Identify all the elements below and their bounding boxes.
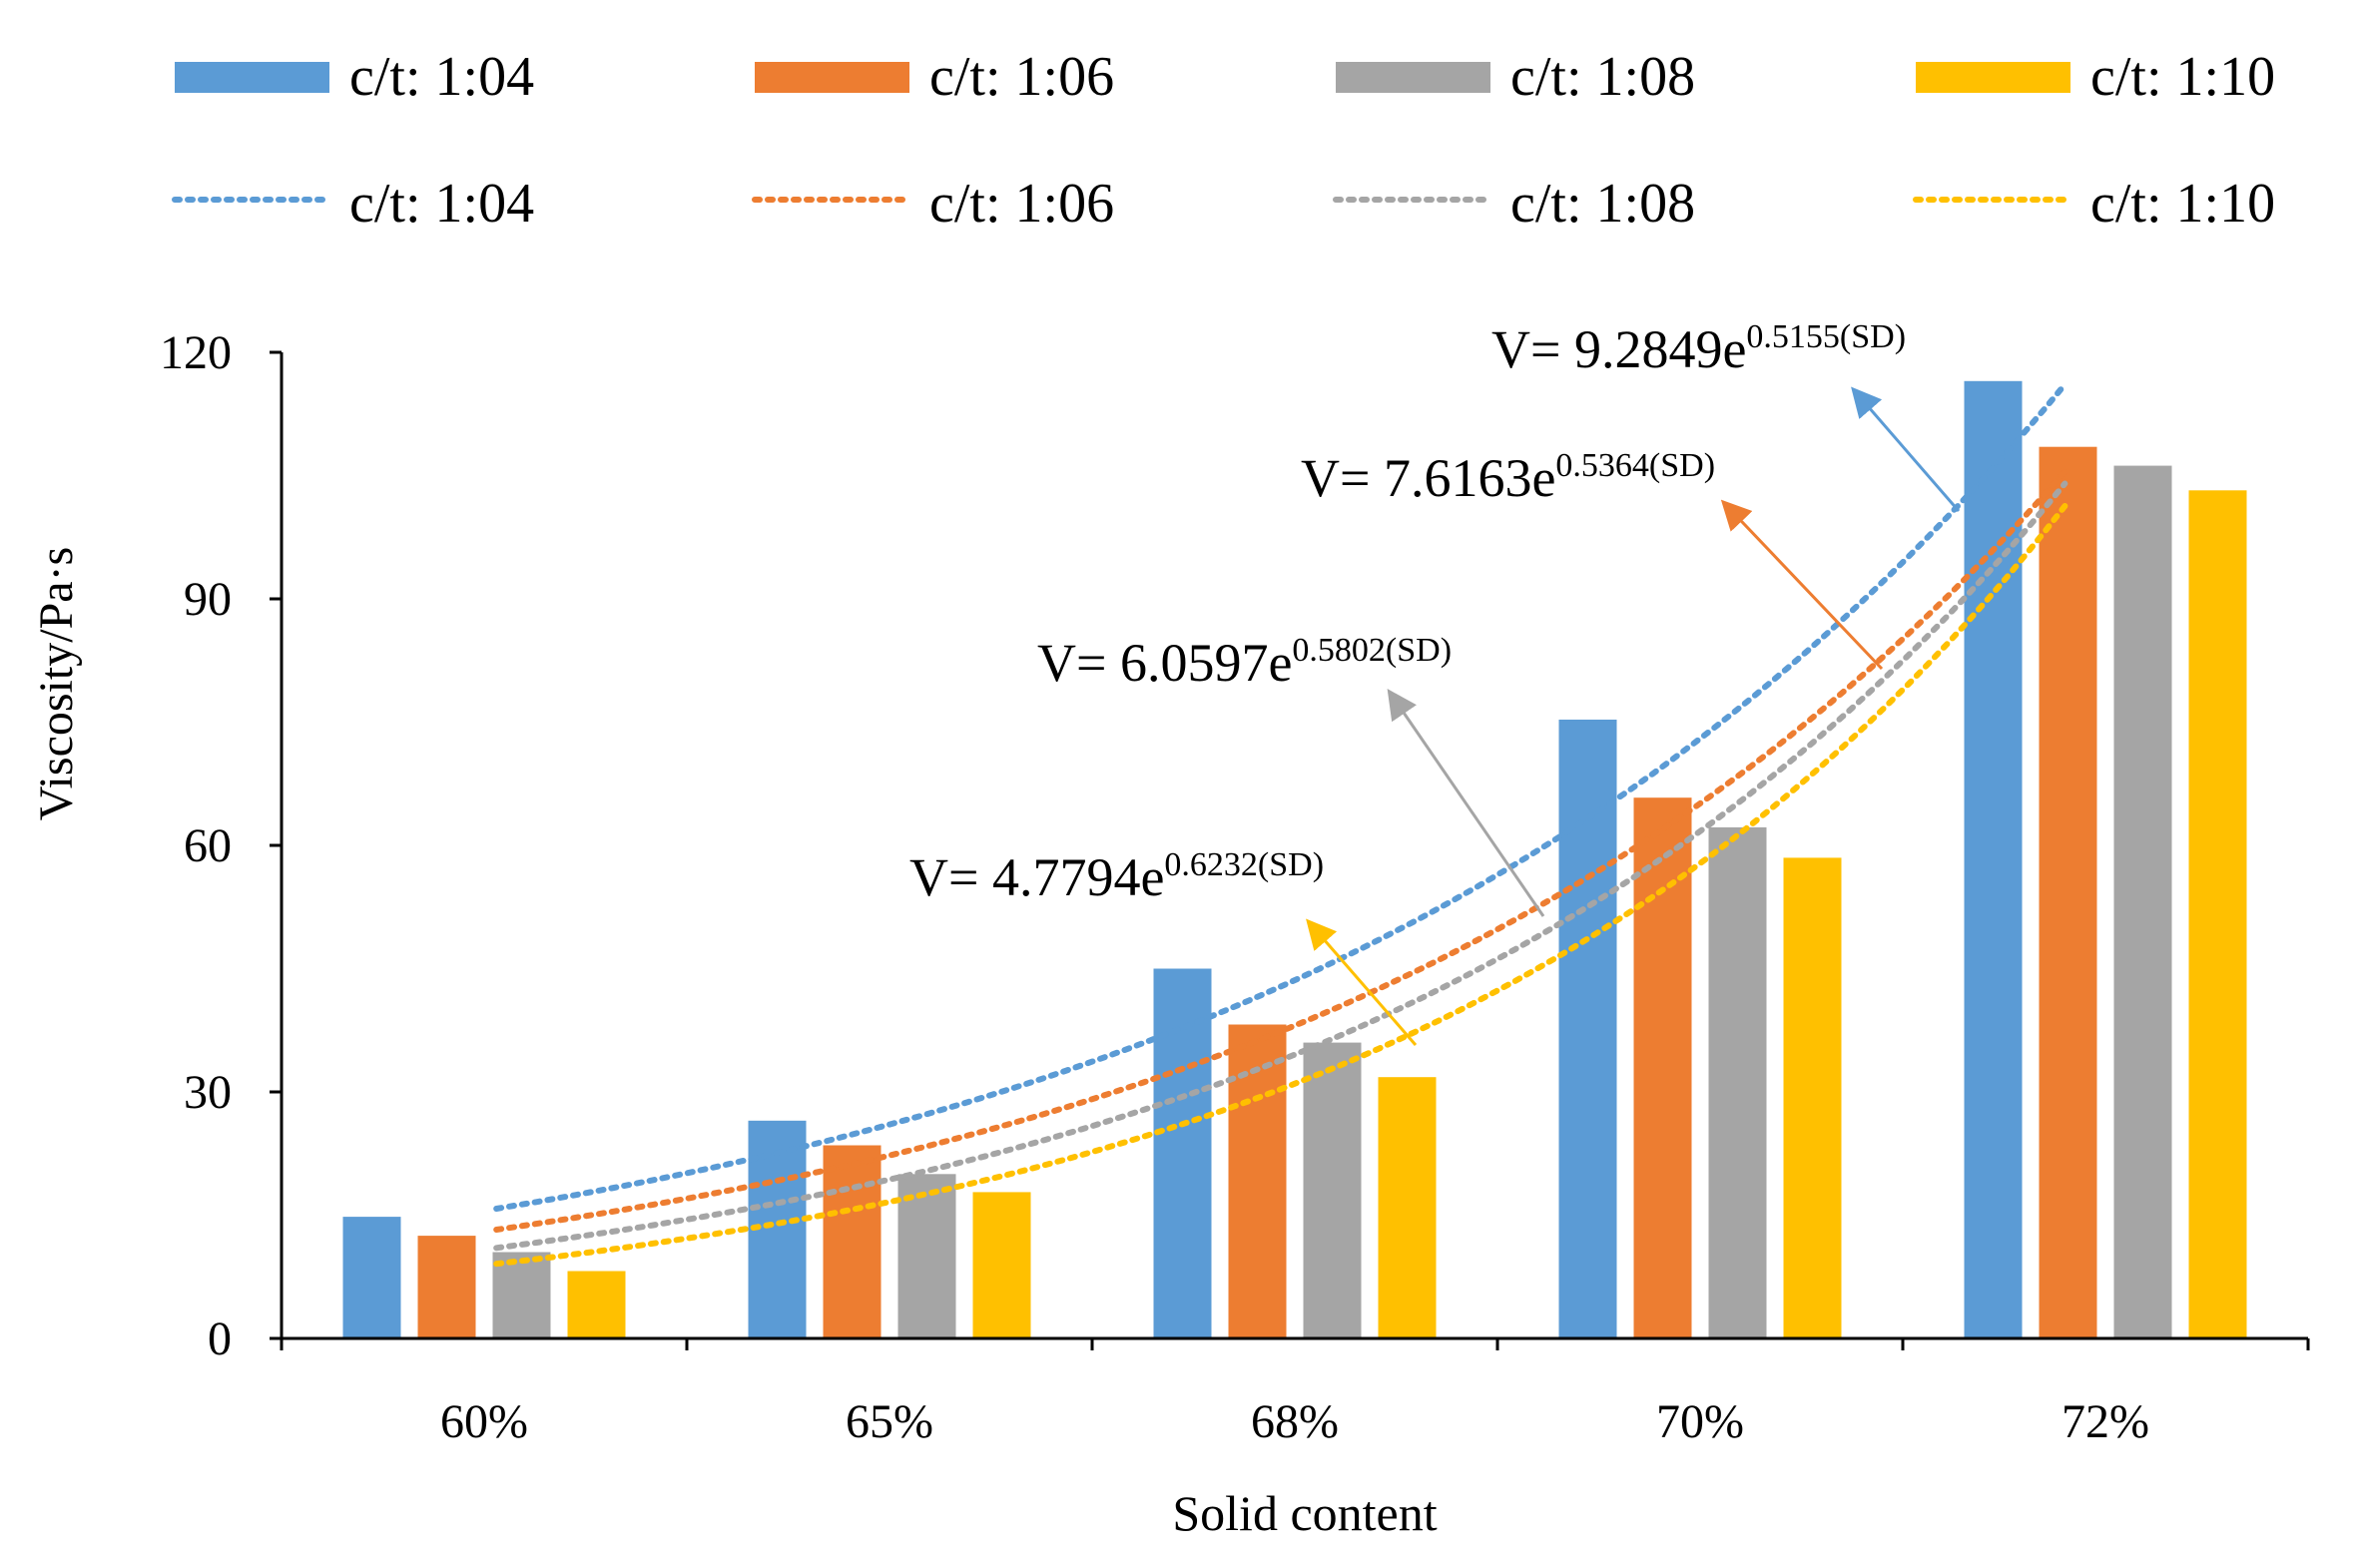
bar-c-t-1-08-60 xyxy=(492,1252,551,1338)
equation-label-c-t-1-08: V= 6.0597e0.5802(SD) xyxy=(1037,632,1452,693)
bar-c-t-1-04-72 xyxy=(1964,380,2023,1338)
bar-c-t-1-08-72 xyxy=(2113,465,2172,1339)
y-axis-label: Viscosity/Pa·s xyxy=(30,547,83,820)
x-tick-label-72: 72% xyxy=(2062,1395,2149,1448)
bar-c-t-1-04-70 xyxy=(1558,720,1617,1338)
bar-c-t-1-06-72 xyxy=(2039,446,2097,1338)
y-tick-label-30: 30 xyxy=(184,1066,232,1119)
equation-annotations: V= 9.2849e0.5155(SD) V= 7.6163e0.5364(SD)… xyxy=(909,318,1961,1046)
x-axis-label: Solid content xyxy=(1172,1485,1437,1541)
legend-label-trend-c-t-1-08: c/t: 1:08 xyxy=(1510,173,1695,235)
bar-c-t-1-06-65 xyxy=(823,1145,882,1338)
equation-arrow-c-t-1-04 xyxy=(1851,386,1961,512)
legend: c/t: 1:04 c/t: 1:06 c/t: 1:08 c/t: 1:10 c/t:… xyxy=(172,46,2275,235)
y-tick-label-120: 120 xyxy=(160,326,232,379)
equation-label-c-t-1-10: V= 4.7794e0.6232(SD) xyxy=(909,846,1324,907)
bar-c-t-1-08-68 xyxy=(1303,1042,1362,1338)
bar-c-t-1-10-65 xyxy=(972,1192,1031,1338)
trendline-c-t-1-10 xyxy=(493,503,2068,1268)
y-tick-label-90: 90 xyxy=(184,573,232,626)
legend-label-bar-c-t-1-10: c/t: 1:10 xyxy=(2090,46,2275,108)
bar-c-t-1-10-72 xyxy=(2188,490,2247,1338)
x-tick-label-60: 60% xyxy=(440,1395,528,1448)
legend-swatch-bar-c-t-1-06 xyxy=(755,62,909,93)
bar-c-t-1-06-60 xyxy=(417,1236,476,1338)
legend-label-bar-c-t-1-06: c/t: 1:06 xyxy=(929,46,1114,108)
trendline-c-t-1-06 xyxy=(493,468,2068,1233)
trendline-c-t-1-08 xyxy=(493,480,2068,1252)
bar-c-t-1-04-60 xyxy=(342,1217,401,1338)
bar-c-t-1-08-70 xyxy=(1708,826,1767,1338)
equation-label-c-t-1-04: V= 9.2849e0.5155(SD) xyxy=(1491,318,1906,379)
legend-swatch-bar-c-t-1-10 xyxy=(1916,62,2070,93)
x-tick-label-70: 70% xyxy=(1656,1395,1744,1448)
equation-arrow-c-t-1-10 xyxy=(1306,918,1418,1046)
bar-c-t-1-10-70 xyxy=(1783,857,1842,1338)
x-tick-label-65: 65% xyxy=(846,1395,933,1448)
equation-label-c-t-1-06: V= 7.6163e0.5364(SD) xyxy=(1301,447,1715,508)
legend-swatch-bar-c-t-1-08 xyxy=(1336,62,1490,93)
bar-group xyxy=(342,380,2247,1339)
equation-arrow-c-t-1-06 xyxy=(1720,499,1884,671)
legend-swatch-bar-c-t-1-04 xyxy=(175,62,329,93)
y-tick-label-60: 60 xyxy=(184,819,232,872)
equation-arrow-c-t-1-08 xyxy=(1387,689,1545,917)
axes: 0 30 60 90 120 60% 65% 68% 70% 72% xyxy=(160,326,2310,1448)
bar-c-t-1-10-68 xyxy=(1378,1077,1437,1338)
x-tick-label-68: 68% xyxy=(1251,1395,1339,1448)
trendline-c-t-1-04 xyxy=(493,381,2068,1212)
legend-label-trend-c-t-1-04: c/t: 1:04 xyxy=(349,173,534,235)
legend-label-bar-c-t-1-04: c/t: 1:04 xyxy=(349,46,534,108)
legend-label-trend-c-t-1-10: c/t: 1:10 xyxy=(2090,173,2275,235)
trendline-group xyxy=(493,381,2068,1268)
legend-label-trend-c-t-1-06: c/t: 1:06 xyxy=(929,173,1114,235)
bar-c-t-1-04-68 xyxy=(1153,968,1212,1338)
bar-c-t-1-08-65 xyxy=(897,1174,956,1338)
legend-label-bar-c-t-1-08: c/t: 1:08 xyxy=(1510,46,1695,108)
y-tick-label-0: 0 xyxy=(208,1312,232,1365)
bar-c-t-1-10-60 xyxy=(567,1271,626,1338)
